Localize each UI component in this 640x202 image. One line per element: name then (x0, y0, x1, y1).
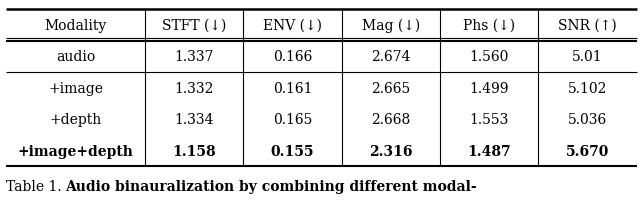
Text: +image+depth: +image+depth (18, 144, 134, 158)
Text: 0.166: 0.166 (273, 50, 312, 64)
Text: Table 1.: Table 1. (6, 179, 67, 193)
Text: 5.102: 5.102 (568, 81, 607, 95)
Text: 1.499: 1.499 (470, 81, 509, 95)
Text: SNR (↑): SNR (↑) (558, 19, 617, 33)
Text: 1.487: 1.487 (467, 144, 511, 158)
Text: Modality: Modality (45, 19, 107, 33)
Text: 2.668: 2.668 (371, 113, 411, 127)
Text: 1.553: 1.553 (470, 113, 509, 127)
Text: ENV (↓): ENV (↓) (263, 19, 322, 33)
Text: 5.670: 5.670 (566, 144, 609, 158)
Text: STFT (↓): STFT (↓) (162, 19, 227, 33)
Text: 2.674: 2.674 (371, 50, 411, 64)
Text: 2.316: 2.316 (369, 144, 413, 158)
Text: 5.01: 5.01 (572, 50, 603, 64)
Text: 5.036: 5.036 (568, 113, 607, 127)
Text: 2.665: 2.665 (371, 81, 411, 95)
Text: +depth: +depth (50, 113, 102, 127)
Text: 1.337: 1.337 (175, 50, 214, 64)
Text: 1.158: 1.158 (172, 144, 216, 158)
Text: 0.161: 0.161 (273, 81, 312, 95)
Text: Phs (↓): Phs (↓) (463, 19, 515, 33)
Text: 0.165: 0.165 (273, 113, 312, 127)
Text: audio: audio (56, 50, 95, 64)
Text: 1.560: 1.560 (470, 50, 509, 64)
Text: 0.155: 0.155 (271, 144, 314, 158)
Text: 1.334: 1.334 (175, 113, 214, 127)
Text: +image: +image (48, 81, 103, 95)
Text: Mag (↓): Mag (↓) (362, 19, 420, 33)
Text: Audio binauralization by combining different modal-: Audio binauralization by combining diffe… (65, 179, 476, 193)
Text: 1.332: 1.332 (175, 81, 214, 95)
